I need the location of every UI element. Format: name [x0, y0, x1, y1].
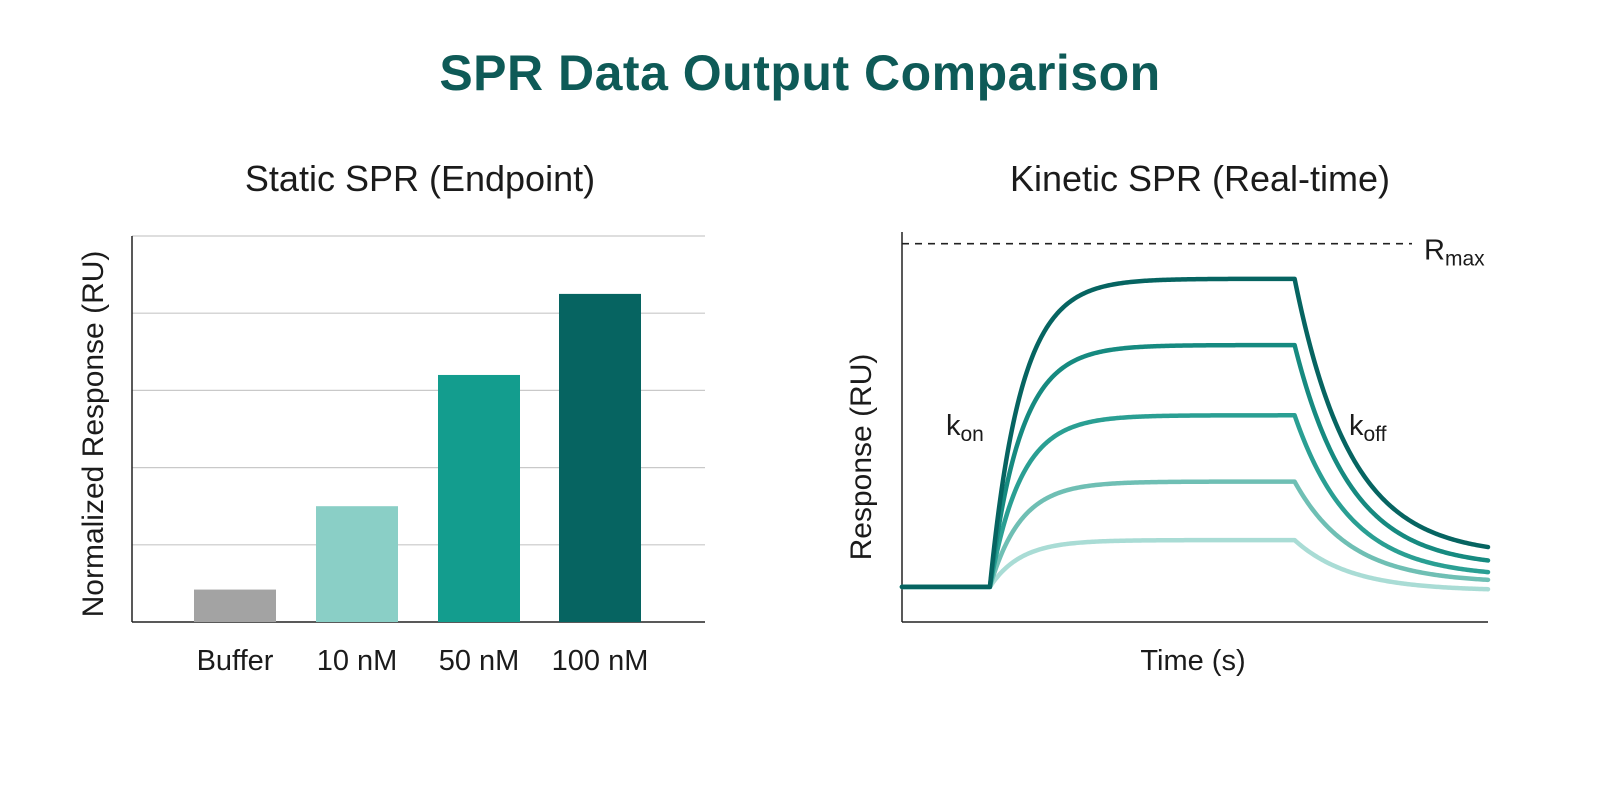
sensorgram-series-3 [899, 479, 1491, 590]
bar-1 [316, 506, 398, 622]
kinetic-chart-title: Kinetic SPR (Real-time) [1009, 158, 1391, 199]
bar-3 [559, 293, 641, 622]
kinetic-chart: Rmax kon koff Time (s) Response (RU) [845, 232, 1491, 677]
y-axis-label: Response (RU) [845, 354, 878, 561]
koff-label: koff [1349, 410, 1387, 446]
sensorgram-series-0 [899, 276, 1491, 590]
sensorgram-series-2 [899, 413, 1491, 590]
kon-label: kon [946, 410, 984, 446]
bar-2 [438, 374, 520, 622]
x-tick-label: Buffer [197, 645, 274, 677]
rmax-label: Rmax [1424, 235, 1485, 271]
x-axis-label: Time (s) [1140, 645, 1245, 677]
y-axis-label: Normalized Response (RU) [77, 251, 110, 618]
x-tick-label: 10 nM [317, 645, 398, 677]
bar-chart: Buffer 10 nM 50 nM 100 nM Normalized Respons… [77, 235, 705, 677]
bar-0 [194, 589, 276, 622]
bar-chart-title: Static SPR (Endpoint) [244, 158, 596, 199]
x-tick-label: 50 nM [439, 645, 520, 677]
x-tick-label: 100 nM [552, 645, 649, 677]
sensorgram-series-4 [899, 537, 1491, 592]
main-title: SPR Data Output Comparison [439, 45, 1161, 101]
sensorgram-series-1 [899, 342, 1491, 590]
